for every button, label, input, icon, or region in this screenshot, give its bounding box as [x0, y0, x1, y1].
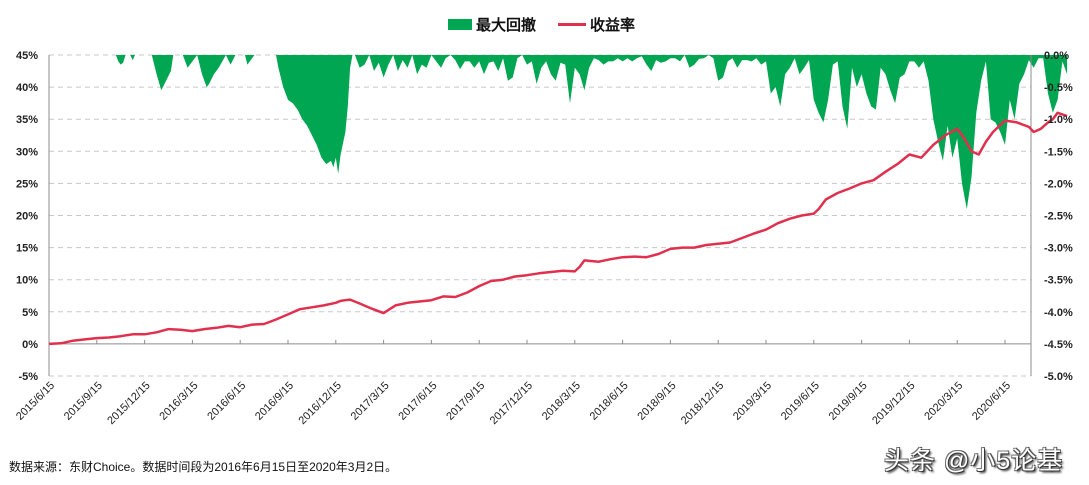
y-right-tick-label: 0.0% [1044, 50, 1069, 62]
x-tick-label: 2017/6/15 [396, 380, 439, 423]
y-right-tick-label: -5.0% [1044, 371, 1073, 383]
return-line [48, 111, 1068, 346]
y-right-tick-label: -0.5% [1044, 82, 1073, 94]
x-tick-label: 2019/12/15 [870, 380, 917, 427]
y-left-tick-label: 0% [22, 339, 38, 351]
x-tick-label: 2016/3/15 [157, 380, 200, 423]
y-right-tick-label: -2.0% [1044, 178, 1073, 190]
drawdown-area [115, 55, 1068, 210]
x-axis-ticks: 2015/6/15 2015/9/15 2015/12/15 2016/3/15 201… [14, 380, 1013, 427]
x-tick-label: 2019/3/15 [731, 380, 774, 423]
y-left-tick-label: 40% [16, 82, 38, 94]
y-left-tick-label: 15% [16, 243, 38, 255]
legend-drawdown-label: 最大回撤 [476, 17, 537, 34]
x-tick-label: 2019/9/15 [827, 380, 870, 423]
x-tick-label: 2020/6/15 [970, 380, 1013, 423]
y-right-tick-label: -3.5% [1044, 275, 1073, 287]
y-left-tick-label: 25% [16, 178, 38, 190]
x-tick-label: 2016/6/15 [205, 380, 248, 423]
x-tick-label: 2018/9/15 [635, 380, 678, 423]
x-tick-label: 2017/9/15 [444, 380, 487, 423]
x-tick-label: 2019/6/15 [779, 380, 822, 423]
x-tick-label: 2015/6/15 [14, 380, 57, 423]
x-tick-label: 2016/9/15 [253, 380, 296, 423]
y-left-tick-label: 5% [22, 307, 38, 319]
y-right-tick-label: -4.5% [1044, 339, 1073, 351]
axes [48, 55, 1032, 376]
y-right-tick-label: -1.5% [1044, 146, 1073, 158]
x-tick-label: 2020/3/15 [922, 380, 965, 423]
source-note: 数据来源：东财Choice。数据时间段为2016年6月15日至2020年3月2日… [9, 460, 398, 474]
x-tick-label: 2018/3/15 [540, 380, 583, 423]
x-tick-label: 2018/12/15 [679, 380, 726, 427]
y-left-tick-label: 45% [16, 50, 38, 62]
watermark: 头条 @小5论基 [884, 447, 1064, 475]
x-tick-label: 2017/3/15 [349, 380, 392, 423]
y-right-tick-label: -3.0% [1044, 243, 1073, 255]
legend: 最大回撤 收益率 [448, 14, 635, 35]
x-tick-label: 2015/9/15 [62, 380, 105, 423]
legend-drawdown-swatch [448, 19, 472, 30]
x-tick-label: 2015/12/15 [105, 380, 152, 427]
y-right-tick-label: -1.0% [1044, 114, 1073, 126]
y-left-tick-label: 30% [16, 146, 38, 158]
y-left-tick-label: -5% [18, 371, 38, 383]
y-right-tick-label: -2.5% [1044, 211, 1073, 223]
y-axis-right-ticks: 0.0% -0.5% -1.0% -1.5% -2.0% -2.5% -3.0% -3.5% -… [1044, 50, 1073, 383]
legend-return-swatch [558, 23, 587, 26]
gridlines [49, 54, 1031, 377]
x-tick-label: 2017/12/15 [488, 380, 535, 427]
x-tick-label: 2018/6/15 [588, 380, 631, 423]
x-tick-label: 2016/12/15 [297, 380, 344, 427]
legend-return-label: 收益率 [590, 17, 636, 34]
y-axis-left-ticks: 45% 40% 35% 30% 25% 20% 15% 10% 5% 0% -5% [16, 50, 38, 383]
y-left-tick-label: 35% [16, 114, 38, 126]
y-right-tick-label: -4.0% [1044, 307, 1073, 319]
y-left-tick-label: 20% [16, 211, 38, 223]
y-left-tick-label: 10% [16, 275, 38, 287]
